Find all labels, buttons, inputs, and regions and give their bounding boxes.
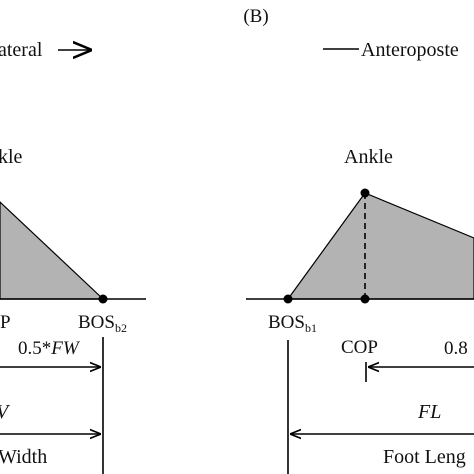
left-pressure-triangle [0,201,105,300]
left-bos-point [98,294,108,304]
right-panel: Anteroposte Ankle BOSb1 COP 0.8 FL Foot … [246,39,474,474]
right-cop-point [360,294,370,304]
left-half-fw-label: 0.5*FW [18,338,81,359]
right-ankle-label: Ankle [344,146,393,168]
left-cop-label: P [0,312,11,333]
right-ankle-point [360,188,370,198]
left-panel: ateral kle P BOSb2 0.5*FW V Width [0,39,146,474]
left-ankle-label: kle [0,146,23,168]
right-foot-length-label: Foot Leng [383,446,466,468]
right-cop-label: COP [341,337,378,358]
right-pressure-shape [286,192,474,300]
right-bos-label: BOSb1 [268,312,317,335]
right-direction-label: Anteroposte [361,39,459,61]
left-fw-label: V [0,401,11,423]
left-direction-label: ateral [0,39,43,61]
right-fl-label: FL [417,401,441,423]
right-bos-point [283,294,293,304]
left-bos-label: BOSb2 [78,312,127,335]
left-width-label: Width [0,446,47,468]
panel-b-label: (B) [243,6,268,27]
right-fl-fraction-label: 0.8 [444,338,468,359]
